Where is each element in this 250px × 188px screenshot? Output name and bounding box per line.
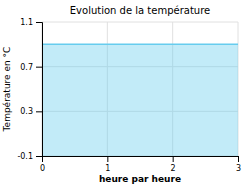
tick: 2 [171,156,176,173]
x-axis: 0 1 2 3 [40,156,241,173]
tick-label: 0 [40,164,45,173]
tick-mark [173,156,174,162]
tick: 0 [40,156,45,173]
tick: 0.7 [20,63,42,72]
tick: 1 [105,156,110,173]
tick-mark [36,67,42,68]
tick-label: -0.1 [17,152,33,161]
line [42,44,238,46]
tick-label: 1 [105,164,110,173]
tick-label: 0.7 [20,63,33,72]
grid-line-y [42,22,238,23]
marks [42,44,238,156]
plot: 0 1 2 3 -0.1 0.3 0.7 1.1 [17,18,241,173]
chart: 0 1 2 3 -0.1 0.3 0.7 1.1 Evolution de la tempéra… [0,0,250,188]
tick: -0.1 [17,152,42,161]
tick: 0.3 [20,107,42,116]
tick: 1.1 [20,18,42,27]
tick-mark [36,22,42,23]
tick-mark [36,111,42,112]
tick-mark [36,156,42,157]
axis-line [43,157,239,163]
tick-label: 3 [236,164,241,173]
tick-label: 1.1 [20,18,33,27]
y-axis: -0.1 0.3 0.7 1.1 [17,18,42,161]
tick-label: 2 [171,164,176,173]
y-axis-title: Température en °C [2,47,12,133]
title: Evolution de la température [70,5,210,16]
tick-label: 0.3 [20,107,33,116]
grid [42,22,238,156]
x-axis-title: heure par heure [99,174,181,184]
tick: 3 [236,156,241,173]
tick-mark [107,156,108,162]
area [42,44,238,156]
axis-line [36,23,43,157]
tick-mark [238,156,239,162]
